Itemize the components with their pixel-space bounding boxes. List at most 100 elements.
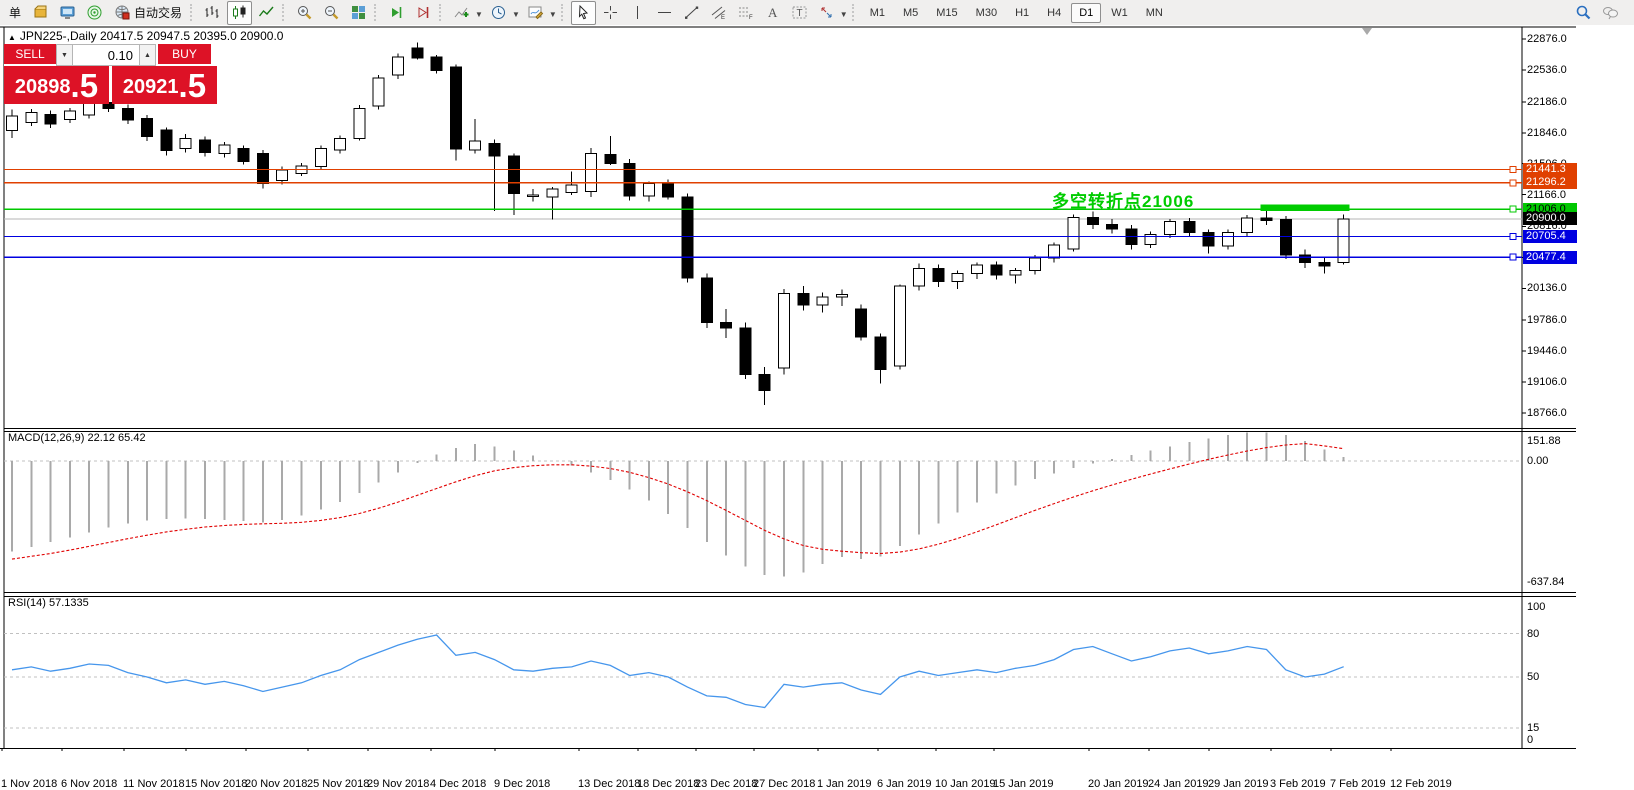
candle-body <box>971 264 983 274</box>
level-line-handle[interactable] <box>1509 253 1517 261</box>
candle-body <box>990 264 1003 276</box>
sell-button[interactable]: SELL <box>4 44 56 66</box>
indicators-button[interactable] <box>449 1 474 25</box>
chat-icon[interactable] <box>1598 1 1623 25</box>
sell-price[interactable]: 20898 .5 <box>4 66 109 104</box>
candlestick-chart-button[interactable] <box>227 0 253 25</box>
market-watch-button[interactable] <box>55 1 80 25</box>
candle-body <box>758 373 771 392</box>
equidistant-channel-button[interactable]: E <box>706 1 731 25</box>
timeframe-button-H1[interactable]: H1 <box>1015 6 1030 19</box>
x-axis-label: 29 Jan 2019 <box>1208 778 1269 790</box>
candle-body <box>1279 219 1292 256</box>
candle-body <box>951 272 964 283</box>
bar-chart-button[interactable] <box>200 1 225 25</box>
candle-body <box>488 142 501 157</box>
timeframe-button-M30[interactable]: M30 <box>975 6 998 19</box>
crosshair-button[interactable] <box>598 1 623 25</box>
periods-button[interactable] <box>486 1 511 25</box>
line-chart-button[interactable] <box>254 1 279 25</box>
candle-body <box>44 113 57 125</box>
toolbar-group-separator <box>851 4 859 21</box>
periods-dropdown-icon[interactable]: ▼ <box>511 9 520 19</box>
timeframe-button-M5[interactable]: M5 <box>902 6 919 19</box>
order-box-button[interactable] <box>28 1 53 25</box>
buy-price-main: 20921 <box>122 76 179 98</box>
candle-body <box>199 139 211 153</box>
x-axis-label: 15 Jan 2019 <box>993 778 1054 790</box>
candle-body <box>411 47 424 59</box>
x-axis-label: 4 Dec 2018 <box>430 778 487 790</box>
indicators-dropdown-icon[interactable]: ▼ <box>475 9 483 19</box>
candle-body <box>565 184 578 193</box>
chart-shift-button[interactable] <box>411 1 436 25</box>
level-line-handle[interactable] <box>1509 166 1517 174</box>
macd-axis-min: -637.84 <box>1527 576 1565 588</box>
templates-dropdown-icon[interactable]: ▼ <box>548 9 557 19</box>
x-axis-label: 10 Jan 2019 <box>935 778 996 790</box>
auto-scroll-button[interactable] <box>384 1 409 25</box>
candle-body <box>469 140 482 151</box>
cursor-button[interactable] <box>570 0 596 25</box>
timeframe-button-D1[interactable]: D1 <box>1071 2 1102 23</box>
autotrading-button[interactable]: 自动交易 <box>109 1 187 25</box>
chart-canvas[interactable] <box>0 25 1634 773</box>
fibonacci-button[interactable]: F <box>733 1 758 25</box>
text-tool-button[interactable]: A <box>760 1 785 25</box>
search-icon[interactable] <box>1571 1 1596 25</box>
candle-body <box>1028 257 1041 272</box>
chart-title-text: JPN225-,Daily 20417.5 20947.5 20395.0 20… <box>19 29 284 43</box>
timeframe-button-M15[interactable]: M15 <box>936 6 958 19</box>
candle-body <box>913 267 926 287</box>
main-toolbar: 单 自动交易 ▼ ▼ ▼ E F A T ▼ M1 M5 M15 M30 H1 H4 D1 W1 MN <box>0 0 1634 26</box>
signals-button[interactable] <box>82 1 107 25</box>
label-tool-button[interactable]: T <box>787 1 812 25</box>
sell-price-frac: .5 <box>70 67 99 104</box>
zoom-out-button[interactable] <box>319 1 344 25</box>
price-axis-label: 22536.0 <box>1527 64 1567 77</box>
chart-annotation: 多空转折点21006 <box>1052 192 1195 211</box>
collapse-panel-icon[interactable]: ▲ <box>8 33 16 42</box>
candle-body <box>932 267 945 283</box>
chart-window[interactable]: ▲ JPN225-,Daily 20417.5 20947.5 20395.0 2… <box>0 25 1634 790</box>
svg-text:A: A <box>768 5 778 20</box>
tile-windows-button[interactable] <box>346 1 371 25</box>
vertical-line-button[interactable] <box>625 1 650 25</box>
arrows-tool-button[interactable] <box>814 1 839 25</box>
horizontal-line-button[interactable] <box>652 1 677 25</box>
candle-body <box>604 153 617 164</box>
level-line-handle[interactable] <box>1509 179 1517 187</box>
resistance-highlight-bar[interactable] <box>1260 204 1350 212</box>
timeframe-button-M1[interactable]: M1 <box>869 6 885 19</box>
lot-increase-button[interactable]: ▲ <box>139 44 156 66</box>
level-line-handle[interactable] <box>1509 205 1517 213</box>
new-order-button[interactable]: 单 <box>8 6 21 20</box>
zoom-in-button[interactable] <box>292 1 317 25</box>
candle-body <box>256 152 269 184</box>
trendline-button[interactable] <box>679 1 704 25</box>
timeframe-button-MN[interactable]: MN <box>1145 6 1163 19</box>
level-line-handle[interactable] <box>1509 233 1517 241</box>
lot-decrease-button[interactable]: ▼ <box>56 44 73 66</box>
candle-body <box>392 56 404 76</box>
timeframe-button-W1[interactable]: W1 <box>1111 6 1128 19</box>
buy-price[interactable]: 20921 .5 <box>112 66 217 104</box>
candle-body <box>623 162 636 197</box>
timeframe-button-H4[interactable]: H4 <box>1047 6 1062 19</box>
candle-body <box>642 182 655 197</box>
rsi-axis-label: 15 <box>1527 721 1540 734</box>
buy-button[interactable]: BUY <box>158 44 211 66</box>
rsi-label: RSI(14) 57.1335 <box>8 597 89 609</box>
toolbar-group-separator <box>560 4 568 21</box>
x-axis-label: 6 Nov 2018 <box>61 778 118 790</box>
price-level-badge-20477.4: 20477.4 <box>1523 250 1577 264</box>
price-axis-label: 22186.0 <box>1527 95 1567 108</box>
chart-shift-marker[interactable] <box>1362 28 1372 35</box>
arrows-tool-dropdown-icon[interactable]: ▼ <box>839 9 848 19</box>
candle-body <box>25 111 38 123</box>
candle-body <box>662 182 675 198</box>
x-axis-label: 12 Feb 2019 <box>1390 778 1452 790</box>
price-level-badge-20705.4: 20705.4 <box>1523 230 1577 243</box>
lot-size-input[interactable]: 0.10 <box>73 44 139 66</box>
templates-button[interactable] <box>523 1 548 25</box>
